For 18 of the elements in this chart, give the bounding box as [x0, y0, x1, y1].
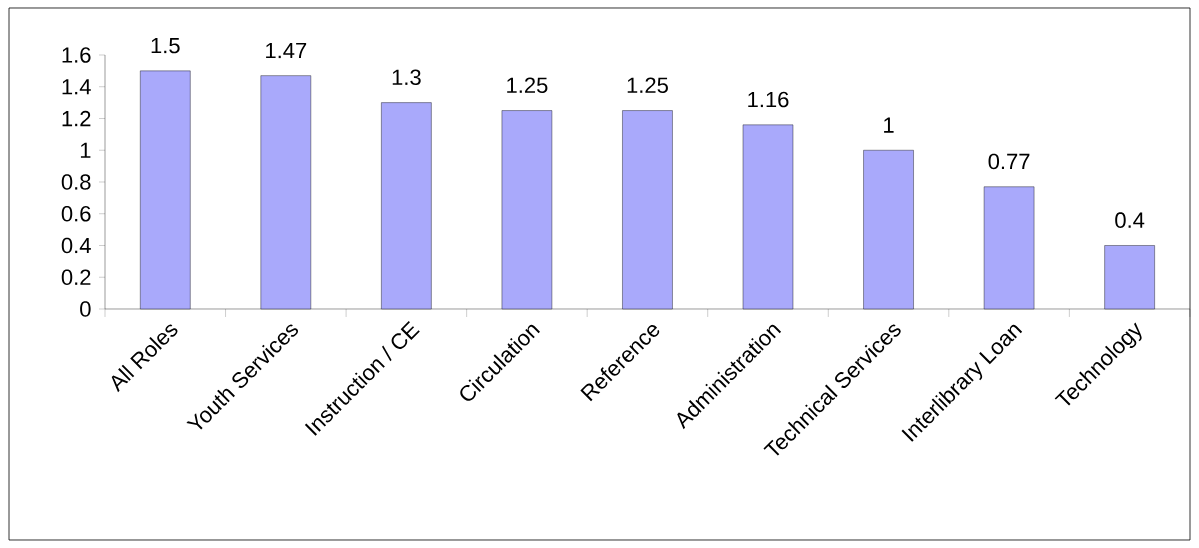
- data-label: 1: [884, 117, 894, 133]
- y-tick-label: 0: [80, 301, 91, 317]
- data-label: 1.25: [627, 77, 668, 94]
- data-label: 1.3: [392, 69, 421, 86]
- data-label: 0.77: [988, 153, 1030, 170]
- data-label: 1.25: [507, 77, 548, 94]
- y-tick-label: 0.4: [61, 237, 91, 254]
- y-tick-label: 1: [80, 142, 91, 158]
- data-label: 1.5: [151, 37, 180, 54]
- y-tick-label: 0.8: [61, 174, 91, 190]
- y-tick-label: 1.2: [62, 110, 91, 127]
- data-label: 0.4: [1115, 212, 1145, 228]
- y-tick-label: 1.4: [62, 79, 91, 95]
- y-tick-label: 1.6: [62, 47, 91, 63]
- y-tick-label: 0.2: [61, 269, 91, 286]
- y-tick-label: 0.6: [61, 205, 91, 222]
- data-label: 1.47: [266, 42, 307, 59]
- data-label: 1.16: [748, 91, 789, 108]
